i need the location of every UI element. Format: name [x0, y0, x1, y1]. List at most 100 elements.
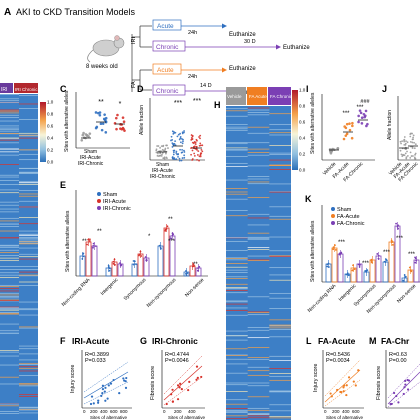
fa-chronic-time: 14 D [200, 83, 212, 89]
bar-point [92, 242, 95, 245]
data-point [170, 135, 173, 138]
bar-point [338, 253, 341, 256]
data-point [403, 154, 406, 157]
heatmap-stripe [0, 252, 19, 253]
panel-m-title: FA-Chr [381, 336, 410, 346]
heatmap-left-col-2: IRI Chronic [15, 87, 38, 92]
data-point [181, 157, 184, 159]
heatmap-stripe [226, 415, 248, 417]
heatmap-stripe [0, 383, 19, 385]
panel-g-title: IRI-Chronic [152, 336, 198, 346]
bar-point [385, 259, 388, 262]
heatmap-right: H Vehicle FA Acute FA Chronic 1.0 0.8 0.6 0… [214, 87, 306, 420]
data-point [360, 116, 364, 120]
data-point [167, 147, 169, 149]
bar [163, 227, 170, 277]
heatmap-stripe [226, 410, 248, 411]
bar-point [376, 253, 379, 255]
heatmap-stripe [0, 154, 19, 156]
heatmap-stripe [226, 266, 248, 268]
heatmap-stripe [269, 410, 291, 412]
heatmap-stripe [247, 296, 270, 298]
heatmap-stripe [0, 306, 19, 308]
panel-d-star-2: *** [193, 98, 201, 105]
heatmap-stripe [19, 180, 38, 182]
heatmap-stripe [0, 294, 19, 296]
data-point [199, 153, 202, 156]
heatmap-stripe [19, 412, 38, 414]
bar-point [366, 269, 369, 272]
heatmap-stripe [226, 162, 248, 164]
bar-point [353, 268, 356, 271]
panel-m-stat-r: R=0.63 [389, 352, 407, 358]
data-point [200, 148, 203, 151]
heatmap-stripe [269, 169, 291, 170]
heatmap-stripe [0, 138, 19, 140]
data-point [195, 145, 198, 148]
data-point [179, 132, 181, 135]
bar-point [414, 261, 417, 264]
heatmap-stripe [0, 323, 19, 325]
heatmap-stripe [0, 286, 19, 287]
data-point [179, 141, 182, 144]
heatmap-stripe [19, 193, 38, 195]
panel-i-points [328, 109, 369, 155]
heatmap-stripe [19, 353, 38, 355]
panel-i-star-1: ### [360, 99, 370, 105]
heatmap-stripe [247, 109, 270, 111]
panel-f-xlabel: Sites of alternative [90, 415, 128, 420]
data-point [172, 132, 175, 135]
heatmap-stripe [247, 358, 270, 360]
heatmap-stripe [269, 390, 291, 392]
heatmap-stripe [19, 119, 38, 120]
heatmap-stripe [0, 180, 19, 181]
data-point [179, 148, 181, 151]
data-point [401, 140, 404, 143]
panel-e-legend-2: IRI-Acute [103, 199, 126, 205]
heatmap-stripe [19, 153, 38, 155]
data-point [183, 151, 186, 153]
heatmap-stripe [269, 129, 291, 131]
scatter-point [180, 388, 183, 391]
bar [85, 241, 92, 277]
data-point [101, 122, 105, 125]
heatmap-stripe [0, 230, 19, 232]
iri-label: IRI [131, 37, 137, 45]
heatmap-stripe [0, 223, 19, 225]
heatmap-stripe [269, 416, 291, 417]
heatmap-stripe [269, 308, 291, 309]
panel-f-ci-lower [83, 381, 129, 405]
bar-point [404, 275, 407, 278]
bar-point [112, 260, 115, 263]
heatmap-stripe [269, 379, 291, 381]
data-point [412, 134, 415, 137]
heatmap-stripe [19, 285, 38, 286]
scatter-point [345, 393, 348, 397]
data-point [348, 128, 352, 132]
heatmap-stripe [0, 244, 19, 246]
heatmap-stripe [226, 355, 248, 356]
heatmap-stripe [19, 195, 38, 197]
scatter-point [125, 376, 128, 380]
data-point [173, 131, 175, 133]
heatmap-stripe [19, 206, 38, 208]
fa-chronic-box [152, 84, 186, 96]
heatmap-stripe [269, 159, 291, 161]
bar [394, 225, 401, 283]
heatmap-stripe [19, 281, 38, 283]
scale-tick-label: 0.2 [299, 152, 306, 157]
panel-f-tick-1: 200 [90, 409, 98, 414]
panel-f-tick-0: 0 [83, 409, 86, 414]
data-point [351, 124, 354, 128]
heatmap-stripe [0, 211, 19, 213]
heatmap-left-header-1 [0, 83, 13, 93]
heatmap-right-header-3 [268, 87, 291, 105]
data-point [404, 144, 407, 146]
bar [388, 241, 395, 283]
heatmap-stripe [0, 130, 19, 132]
data-point [161, 148, 164, 151]
panel-e-star-5: *** [168, 239, 176, 245]
scatter-point [188, 380, 191, 383]
data-point [414, 143, 417, 146]
scale-tick-label: 1.0 [47, 100, 54, 105]
